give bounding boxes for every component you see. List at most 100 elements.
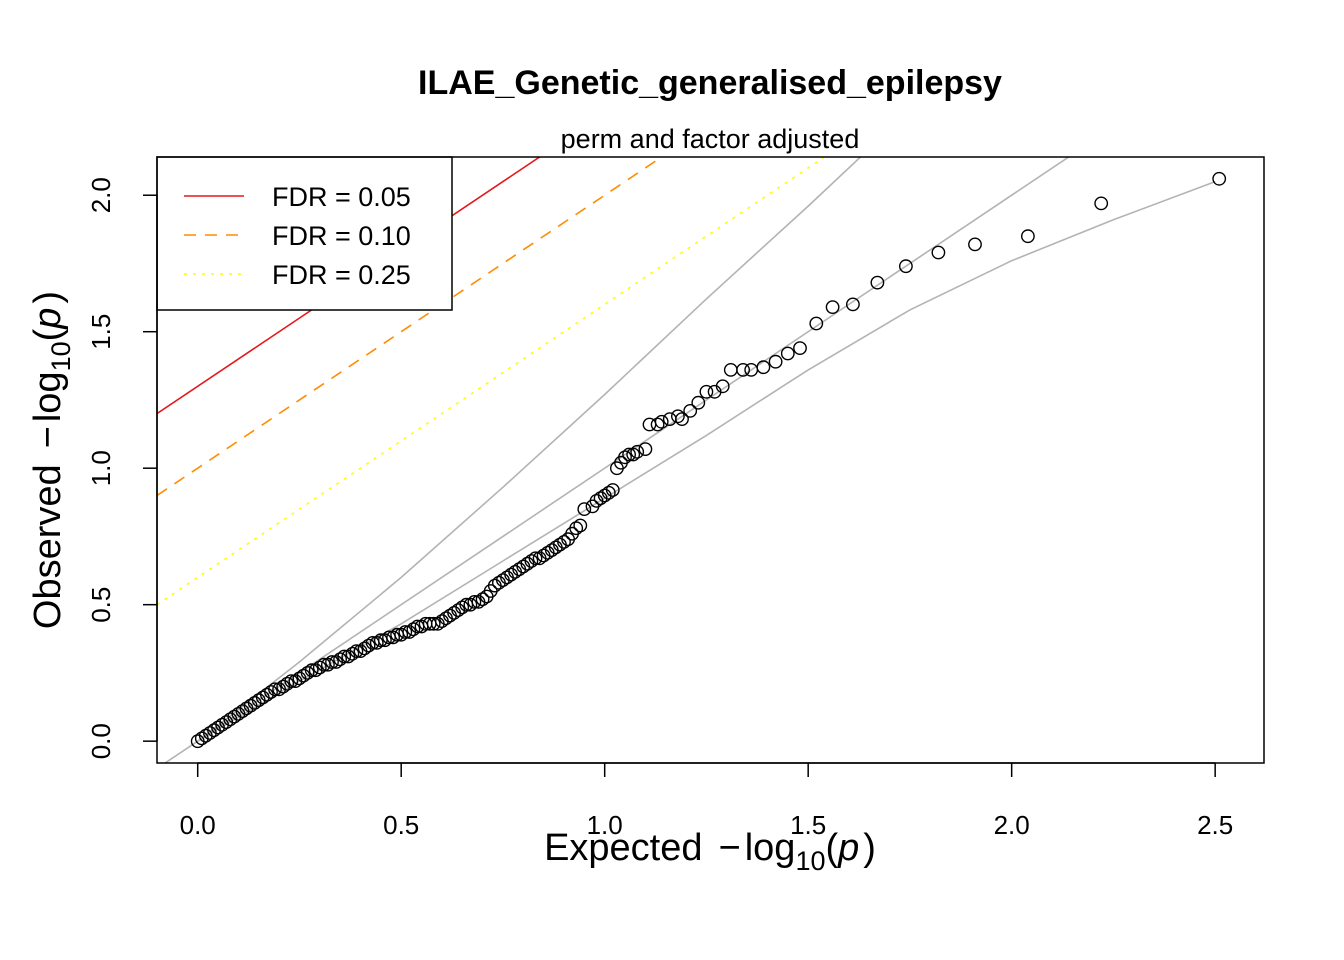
data-point	[536, 548, 551, 563]
data-point	[491, 575, 506, 590]
legend-label-fdr-025: FDR = 0.25	[272, 260, 411, 290]
data-point	[373, 633, 388, 648]
y-label-prefix: Observed	[27, 464, 69, 629]
data-point	[756, 360, 771, 375]
data-point	[418, 616, 433, 631]
data-point	[610, 461, 624, 476]
x-tick-label: 0.0	[180, 810, 216, 840]
legend-label-fdr-005: FDR = 0.05	[272, 182, 411, 212]
data-point	[345, 646, 360, 661]
plot-area	[157, 157, 1227, 763]
data-point	[406, 622, 421, 637]
upper-band-curve	[197, 157, 862, 742]
y-tick-label: 1.5	[86, 314, 116, 350]
data-point	[1212, 171, 1227, 186]
data-point	[194, 731, 209, 746]
data-points	[190, 171, 1227, 749]
x-label-prefix: Expected	[544, 827, 702, 869]
data-point	[626, 447, 641, 462]
x-label-minus: −	[719, 827, 741, 869]
data-point	[382, 630, 396, 645]
x-label-open: (	[825, 827, 838, 869]
data-point	[532, 551, 547, 566]
data-point	[654, 414, 669, 429]
data-point	[341, 649, 356, 664]
x-tick-label: 1.0	[587, 810, 623, 840]
data-point	[809, 316, 824, 331]
data-point	[1094, 196, 1109, 211]
data-point	[780, 346, 795, 361]
x-label-log: log	[745, 827, 796, 869]
data-point	[353, 644, 368, 658]
y-label-base: 10	[46, 341, 76, 371]
chart-subtitle: perm and factor adjusted	[561, 124, 860, 154]
data-point	[369, 636, 384, 650]
data-point	[312, 660, 327, 675]
data-point	[744, 362, 759, 377]
data-point	[276, 679, 291, 694]
data-point	[793, 341, 807, 355]
data-point	[593, 491, 608, 506]
data-point	[768, 354, 783, 369]
data-point	[650, 417, 665, 432]
x-axis-label: Expected − log10(p)	[544, 827, 876, 876]
legend-label-fdr-010: FDR = 0.10	[272, 221, 411, 251]
data-point	[272, 682, 286, 697]
data-point	[577, 502, 592, 516]
data-point	[723, 362, 738, 377]
x-tick-label: 2.5	[1197, 810, 1233, 840]
x-tick-label: 0.5	[383, 810, 419, 840]
data-point	[357, 641, 372, 656]
data-point	[333, 652, 347, 667]
y-tick-label: 0.5	[86, 587, 116, 623]
data-point	[190, 734, 205, 749]
data-point	[638, 442, 653, 456]
x-axis: 0.0 0.5 1.0 1.5 2.0 2.5	[180, 762, 1233, 840]
x-label-base: 10	[795, 846, 825, 876]
data-point	[398, 625, 413, 639]
data-point	[642, 417, 657, 432]
data-point	[308, 663, 323, 678]
data-point	[292, 671, 307, 686]
data-point	[736, 362, 750, 377]
x-label-close: )	[863, 827, 876, 869]
data-point	[288, 674, 303, 688]
data-point	[899, 259, 913, 274]
y-tick-label: 0.0	[86, 723, 116, 759]
data-point	[585, 499, 600, 514]
y-label-var: p	[27, 308, 69, 330]
legend: FDR = 0.05 FDR = 0.10 FDR = 0.25	[156, 156, 453, 311]
data-point	[671, 409, 685, 424]
data-point	[699, 384, 714, 399]
y-axis: 0.0 0.5 1.0 1.5 2.0	[86, 177, 158, 759]
data-point	[931, 245, 946, 260]
data-point	[630, 444, 645, 459]
x-tick-label: 1.5	[790, 810, 826, 840]
data-point	[1021, 229, 1035, 244]
data-point	[870, 275, 885, 290]
data-point	[707, 384, 722, 399]
y-axis-label: Observed − log10(p)	[27, 291, 76, 629]
y-label-close: )	[27, 291, 69, 304]
x-label-var: p	[837, 827, 859, 869]
fdr-line-2	[157, 157, 826, 606]
data-point	[414, 619, 429, 634]
data-point	[390, 627, 404, 642]
y-label-open: (	[27, 328, 69, 341]
data-point	[320, 657, 335, 672]
y-label-log: log	[27, 371, 69, 422]
data-point	[825, 300, 840, 314]
data-point	[463, 597, 478, 612]
y-label-minus: −	[27, 426, 69, 448]
data-point	[662, 412, 677, 426]
data-point	[573, 518, 588, 533]
x-tick-label: 2.0	[994, 810, 1030, 840]
chart-title: ILAE_Genetic_generalised_epilepsy	[418, 64, 1002, 102]
y-tick-label: 1.0	[86, 450, 116, 486]
data-point	[475, 592, 490, 607]
data-point	[622, 447, 636, 462]
data-point	[968, 237, 982, 252]
data-point	[846, 297, 860, 312]
y-tick-label: 2.0	[86, 177, 116, 213]
